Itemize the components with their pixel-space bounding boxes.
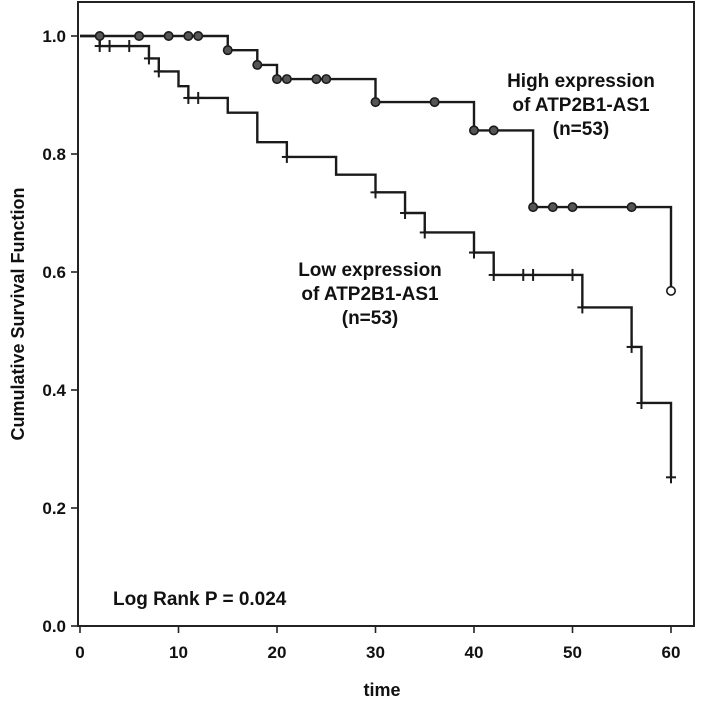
log-rank-annotation: Log Rank P = 0.024 <box>113 589 287 610</box>
x-axis: 0 10 20 30 40 50 60 <box>75 626 680 662</box>
low-censor-mark <box>518 268 529 281</box>
high-censor-mark <box>311 74 322 85</box>
low-label-line-1: Low expression <box>298 260 442 281</box>
high-censor-mark <box>281 74 292 85</box>
low-censor-mark <box>193 91 204 104</box>
y-tick-label: 0.0 <box>42 617 66 636</box>
y-tick-label: 1.0 <box>42 27 66 46</box>
high-censor-mark <box>321 74 332 85</box>
high-censor-mark <box>567 202 578 213</box>
low-censor-mark <box>528 268 539 281</box>
low-censor-mark <box>666 471 676 484</box>
low-censor-mark <box>183 91 194 104</box>
plot-frame <box>77 1 695 627</box>
x-tick-label: 10 <box>169 643 188 662</box>
x-axis-title: time <box>363 680 400 700</box>
high-censor-mark <box>252 59 263 70</box>
y-tick-label: 0.8 <box>42 145 66 164</box>
low-label-line-3: (n=53) <box>342 308 399 329</box>
low-censor-mark <box>143 52 154 65</box>
high-censor-mark <box>271 74 282 85</box>
low-censor-mark <box>153 65 164 78</box>
low-censor-mark <box>370 186 381 199</box>
high-expression-curve <box>80 34 673 291</box>
x-tick-label: 50 <box>563 643 582 662</box>
low-censor-mark <box>577 301 588 314</box>
x-tick-label: 30 <box>366 643 385 662</box>
high-censor-mark <box>547 202 558 213</box>
low-censor-mark <box>124 40 135 53</box>
y-tick-label: 0.4 <box>42 381 66 400</box>
high-label-line-2: of ATP2B1-AS1 <box>512 95 650 116</box>
low-censor-mark <box>636 396 647 409</box>
low-censor-mark <box>419 226 430 239</box>
high-censor-mark <box>193 30 204 41</box>
high-label-line-1: High expression <box>507 71 655 92</box>
high-censor-mark <box>488 125 499 136</box>
x-tick-label: 0 <box>75 643 84 662</box>
low-censor-mark <box>488 268 499 281</box>
high-expression-label: High expression of ATP2B1-AS1 (n=53) <box>507 71 655 140</box>
y-tick-label: 0.2 <box>42 499 66 518</box>
y-tick-label: 0.6 <box>42 263 66 282</box>
censor-marks <box>94 30 676 484</box>
low-censor-mark <box>94 40 105 53</box>
low-censor-mark <box>104 40 115 53</box>
y-axis-title: Cumulative Survival Function <box>8 187 28 440</box>
high-censor-mark <box>528 202 539 213</box>
x-tick-label: 20 <box>268 643 287 662</box>
high-censor-mark <box>665 285 676 296</box>
low-censor-mark <box>567 268 578 281</box>
low-censor-mark <box>281 150 292 163</box>
high-label-line-3: (n=53) <box>553 119 610 140</box>
x-tick-label: 40 <box>465 643 484 662</box>
high-censor-mark <box>183 30 194 41</box>
high-censor-mark <box>134 30 145 41</box>
y-axis: 0.0 0.2 0.4 0.6 0.8 1.0 <box>42 27 78 636</box>
low-expression-label: Low expression of ATP2B1-AS1 (n=53) <box>298 260 442 329</box>
high-censor-mark <box>370 97 381 108</box>
high-censor-mark <box>626 202 637 213</box>
high-censor-mark <box>222 45 233 56</box>
high-censor-mark <box>468 125 479 136</box>
high-censor-mark <box>163 30 174 41</box>
high-censor-mark <box>94 30 105 41</box>
high-censor-mark <box>429 97 440 108</box>
low-censor-mark <box>469 246 479 259</box>
low-censor-mark <box>626 340 637 353</box>
low-censor-mark <box>400 207 411 219</box>
low-label-line-2: of ATP2B1-AS1 <box>301 284 439 305</box>
x-tick-label: 60 <box>662 643 681 662</box>
